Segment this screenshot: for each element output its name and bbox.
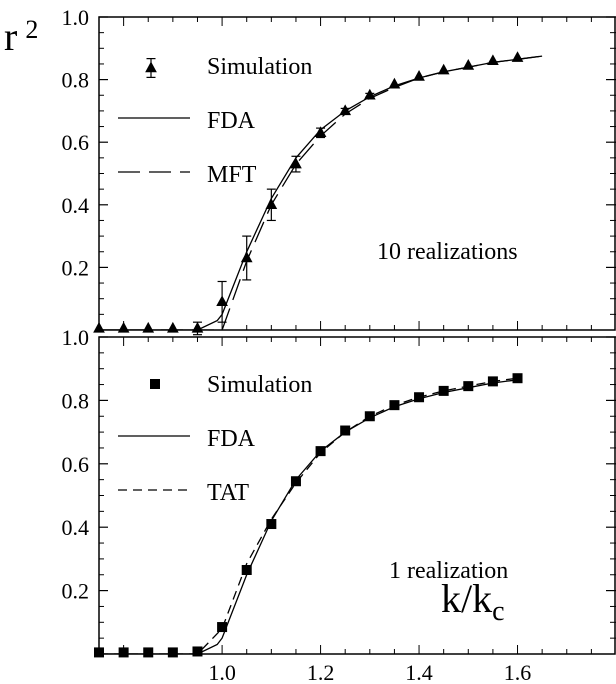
legend-square-marker <box>150 379 160 389</box>
y-tick-label: 0.4 <box>62 515 90 540</box>
data-point-square <box>290 476 301 487</box>
plot-frame <box>98 16 616 331</box>
panel-annotation: 10 realizations <box>377 239 518 265</box>
legend-label-tat: TAT <box>207 480 249 506</box>
data-point-square <box>487 376 498 387</box>
series-line-fda <box>99 55 543 330</box>
data-point-triangle <box>240 251 253 263</box>
data-point-square <box>94 647 104 658</box>
y-axis-label-base: r <box>4 14 17 59</box>
data-point-triangle <box>437 63 450 75</box>
legend-triangle-marker <box>145 61 157 73</box>
x-tick-label: 1.6 <box>504 660 532 684</box>
data-point-triangle <box>511 51 524 62</box>
legend-label-simulation: Simulation <box>207 54 312 80</box>
legend-label-mft: MFT <box>207 162 257 188</box>
series-line-mft <box>99 55 543 330</box>
data-point-square <box>340 425 351 436</box>
data-point-triangle <box>93 321 105 333</box>
y-tick-label: 0.4 <box>62 193 90 218</box>
data-point-triangle <box>388 77 401 89</box>
y-tick-label: 0.8 <box>62 68 90 93</box>
data-point-triangle <box>462 59 475 70</box>
data-point-square <box>192 646 203 657</box>
data-point-square <box>438 385 449 396</box>
data-point-triangle <box>487 54 499 66</box>
data-point-triangle <box>290 157 302 169</box>
legend-label-fda: FDA <box>207 426 256 452</box>
y-tick-label: 0.6 <box>62 452 90 477</box>
x-axis-label: k/kc <box>441 576 505 627</box>
y-tick-label: 0.2 <box>62 255 90 280</box>
data-point-triangle <box>142 321 155 333</box>
data-point-triangle <box>117 321 130 333</box>
x-tick-label: 1.0 <box>208 660 236 684</box>
data-point-triangle <box>167 321 179 333</box>
data-point-square <box>364 411 375 422</box>
chart-panel-top: 0.2 0.4 0.6 0.8 1.0 r 2 10 realizations Simulati… <box>4 5 616 336</box>
y-tick-label-top: 1.0 <box>62 325 90 350</box>
x-axis-label-base: k/k <box>441 576 492 621</box>
y-tick-label-top: 1.0 <box>62 5 90 30</box>
data-point-square <box>463 381 474 392</box>
series-line-tat <box>99 377 518 654</box>
data-point-triangle <box>216 295 228 307</box>
data-point-triangle <box>363 88 376 100</box>
data-point-square <box>266 519 277 530</box>
legend-label-fda: FDA <box>207 108 256 134</box>
data-point-square <box>512 373 523 384</box>
plot-frame <box>98 336 616 655</box>
x-tick-label: 1.4 <box>405 660 433 684</box>
data-point-square <box>217 622 228 633</box>
data-point-triangle <box>413 69 425 81</box>
data-point-square <box>118 647 129 658</box>
data-point-triangle <box>339 104 352 116</box>
data-point-square <box>167 647 178 658</box>
y-tick-label: 0.8 <box>62 388 90 413</box>
data-point-square <box>389 400 400 411</box>
x-tick-label: 1.2 <box>307 660 335 684</box>
y-axis-label-sup: 2 <box>25 15 38 44</box>
data-point-square <box>241 564 252 575</box>
data-point-triangle <box>314 126 327 138</box>
x-axis-label-sub: c <box>492 596 504 627</box>
y-tick-label: 0.6 <box>62 130 90 155</box>
data-point-square <box>315 446 326 457</box>
panel-annotation: 1 realization <box>389 558 508 584</box>
data-point-square <box>414 392 425 403</box>
legend-label-simulation: Simulation <box>207 372 312 398</box>
y-tick-label: 0.2 <box>62 579 90 604</box>
data-point-square <box>143 647 154 658</box>
data-point-triangle <box>265 198 278 210</box>
chart-panel-bottom: 0.20.40.60.81.01.0 1.2 1.4 1.6k/kc1 realiza… <box>62 325 616 684</box>
data-point-triangle <box>191 321 204 333</box>
